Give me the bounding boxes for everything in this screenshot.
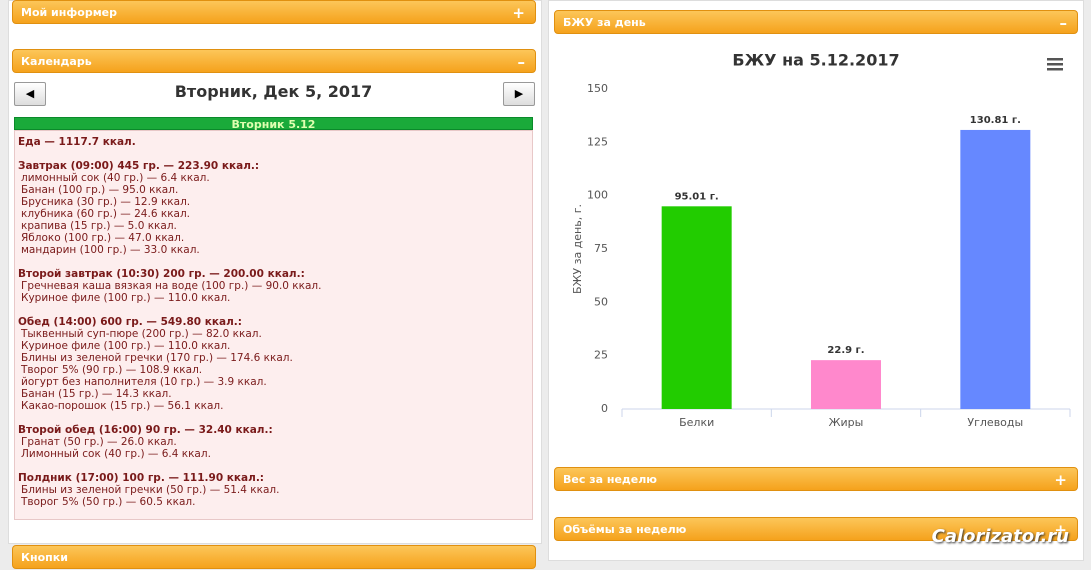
y-tick-label: 100 <box>587 189 608 202</box>
menu-item: йогурт без наполнителя (10 гр.) — 3.9 кк… <box>21 376 267 388</box>
next-button[interactable]: ▶ <box>503 82 535 106</box>
chart: БЖУ на 5.12.2017 БЖУ за день, г. 0 25 50 75… <box>556 40 1077 442</box>
x-tick-label: Углеводы <box>967 416 1023 429</box>
x-tick-label: Жиры <box>829 416 864 429</box>
menu-item: Брусника (30 гр.) — 12.9 ккал. <box>21 196 191 208</box>
bar <box>661 206 732 409</box>
menu-item: Творог 5% (90 гр.) — 108.9 ккал. <box>21 364 203 376</box>
y-axis-label: БЖУ за день, г. <box>571 204 584 294</box>
menu-item: Куриное филе (100 гр.) — 110.0 ккал. <box>21 340 231 352</box>
y-tick-label: 75 <box>594 242 608 255</box>
meal-title: Завтрак (09:00) 445 гр. — 223.90 ккал.: <box>18 160 260 172</box>
panel-title: Кнопки <box>21 551 68 564</box>
expand-icon[interactable]: + <box>1054 521 1067 539</box>
menu-icon[interactable] <box>1047 58 1063 71</box>
menu-item: Банан (100 гр.) — 95.0 ккал. <box>21 184 179 196</box>
date-title: Вторник, Дек 5, 2017 <box>174 82 373 101</box>
menu-item: клубника (60 гр.) — 24.6 ккал. <box>21 208 191 220</box>
expand-icon[interactable]: + <box>512 4 525 22</box>
chart-title: БЖУ на 5.12.2017 <box>732 51 899 70</box>
menu-item: Яблоко (100 гр.) — 47.0 ккал. <box>21 232 185 244</box>
menu-item: Творог 5% (50 гр.) — 60.5 ккал. <box>21 496 196 508</box>
data-label: 22.9 г. <box>827 345 864 356</box>
menu-item: Лимонный сок (40 гр.) — 6.4 ккал. <box>21 448 211 460</box>
panel-header[interactable]: Календарь – <box>12 49 536 73</box>
panel-header[interactable]: Объёмы за неделю + <box>554 517 1078 541</box>
menu-item: крапива (15 гр.) — 5.0 ккал. <box>21 220 177 232</box>
meal-title: Второй обед (16:00) 90 гр. — 32.40 ккал.… <box>18 424 273 436</box>
x-tick-label: Белки <box>679 416 714 429</box>
y-tick-label: 0 <box>601 402 608 415</box>
collapse-icon[interactable]: – <box>517 53 526 71</box>
panel-title: Календарь <box>21 55 92 68</box>
panel-title: Вес за неделю <box>563 473 657 486</box>
menu-item: Тыквенный суп-пюре (200 гр.) — 82.0 ккал… <box>21 328 262 340</box>
y-tick-label: 50 <box>594 295 608 308</box>
panel-header[interactable]: Мой информер + <box>12 0 536 24</box>
menu-item: мандарин (100 гр.) — 33.0 ккал. <box>21 244 200 256</box>
menu-item: лимонный сок (40 гр.) — 6.4 ккал. <box>21 172 210 184</box>
panel-header[interactable]: Кнопки <box>12 545 536 569</box>
menu-item: Блины из зеленой гречки (50 гр.) — 51.4 … <box>21 484 280 496</box>
watermark: Calorizator.ru <box>931 526 1069 547</box>
menu-item: Гранат (50 гр.) — 26.0 ккал. <box>21 436 177 448</box>
menu-box: Еда — 1117.7 ккал. Завтрак (09:00) 445 гр… <box>14 130 533 520</box>
y-tick-label: 150 <box>587 82 608 95</box>
meal-title: Обед (14:00) 600 гр. — 549.80 ккал.: <box>18 316 242 328</box>
data-label: 130.81 г. <box>970 115 1021 126</box>
panel-header[interactable]: БЖУ за день – <box>554 10 1078 34</box>
y-tick-label: 125 <box>587 135 608 148</box>
menu-item: Какао-порошок (15 гр.) — 56.1 ккал. <box>21 400 224 412</box>
panel-title: Мой информер <box>21 6 118 19</box>
meal-title: Еда — 1117.7 ккал. <box>18 136 136 148</box>
menu-item: Блины из зеленой гречки (170 гр.) — 174.… <box>21 352 293 364</box>
panel-title: Объёмы за неделю <box>563 523 687 536</box>
bar <box>811 360 881 409</box>
expand-icon[interactable]: + <box>1054 471 1067 489</box>
y-tick-label: 25 <box>594 349 608 362</box>
menu-item: Банан (15 гр.) — 14.3 ккал. <box>21 388 172 400</box>
menu-item: Гречневая каша вязкая на воде (100 гр.) … <box>21 280 322 292</box>
collapse-icon[interactable]: – <box>1059 14 1068 32</box>
day-label: Вторник 5.12 <box>14 117 533 131</box>
panel-title: БЖУ за день <box>563 16 646 29</box>
prev-button[interactable]: ◀ <box>14 82 46 106</box>
bar <box>960 129 1031 409</box>
meal-title: Второй завтрак (10:30) 200 гр. — 200.00 … <box>18 268 305 280</box>
meal-title: Полдник (17:00) 100 гр. — 111.90 ккал.: <box>18 472 265 484</box>
menu-item: Куриное филе (100 гр.) — 110.0 ккал. <box>21 292 231 304</box>
data-label: 95.01 г. <box>675 191 719 202</box>
panel-header[interactable]: Вес за неделю + <box>554 467 1078 491</box>
